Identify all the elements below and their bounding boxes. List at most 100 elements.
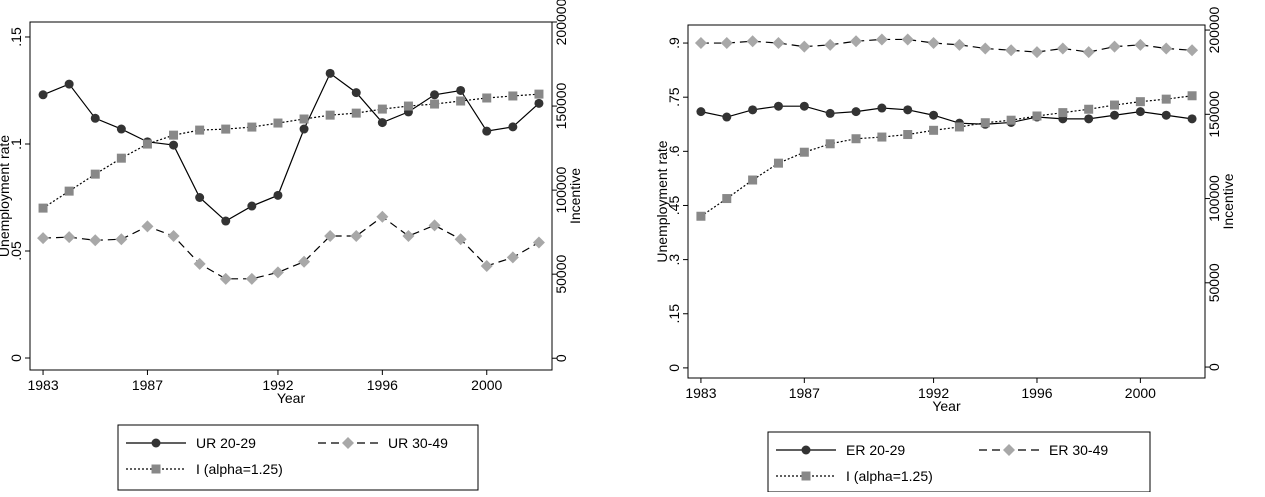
y-tick-label: .45 [666, 196, 682, 216]
marker [1135, 107, 1145, 117]
y-tick-label: 0 [666, 364, 682, 372]
legend-label: I (alpha=1.25) [846, 468, 933, 484]
series-line [42, 93, 539, 209]
marker [454, 233, 467, 246]
marker [748, 105, 758, 115]
marker [1186, 44, 1199, 57]
marker [430, 99, 440, 109]
marker [722, 112, 732, 122]
marker [875, 33, 888, 46]
marker [271, 266, 284, 279]
marker [377, 104, 387, 114]
marker [506, 251, 519, 264]
marker [980, 118, 990, 128]
marker [901, 33, 914, 46]
y-tick-label: .15 [8, 27, 24, 47]
y2-tick-label: 150000 [553, 82, 569, 129]
y2-tick-label: 50000 [1206, 263, 1222, 302]
marker [927, 37, 940, 50]
marker [746, 35, 759, 48]
marker [1006, 115, 1016, 125]
x-axis-title: Year [277, 390, 306, 406]
marker [221, 216, 231, 226]
marker [824, 38, 837, 51]
marker [456, 85, 466, 95]
marker [247, 201, 257, 211]
marker [979, 42, 992, 55]
y-axis-title: Unemployment rate [0, 135, 12, 257]
marker [773, 158, 783, 168]
marker [748, 175, 758, 185]
marker [169, 140, 179, 150]
marker [141, 220, 154, 233]
marker [532, 236, 545, 249]
marker [193, 257, 206, 270]
y-tick-label: .6 [666, 145, 682, 157]
y2-tick-label: 50000 [553, 254, 569, 293]
marker [929, 125, 939, 135]
marker [929, 110, 939, 120]
y-tick-label: .75 [666, 87, 682, 107]
y2-tick-label: 0 [1206, 363, 1222, 371]
legend-label: UR 20-29 [196, 435, 256, 451]
y-tick-label: .15 [666, 304, 682, 324]
marker [167, 230, 180, 243]
marker [376, 210, 389, 223]
marker [115, 233, 128, 246]
marker [273, 118, 283, 128]
marker [245, 272, 258, 285]
marker [720, 37, 733, 50]
marker [482, 126, 492, 136]
legend-label: ER 30-49 [1049, 442, 1108, 458]
marker [1082, 46, 1095, 59]
marker [325, 68, 335, 78]
y-axis-title: Unemployment rate [654, 140, 670, 262]
y-tick-label: .05 [8, 241, 24, 261]
marker [1134, 38, 1147, 51]
y2-tick-label: 100000 [553, 167, 569, 214]
marker [1187, 91, 1197, 101]
marker [722, 194, 732, 204]
marker [169, 130, 179, 140]
marker [1135, 97, 1145, 107]
legend-label: ER 20-29 [846, 442, 905, 458]
marker [38, 90, 48, 100]
marker [1187, 114, 1197, 124]
marker [1058, 108, 1068, 118]
marker [299, 114, 309, 124]
marker [142, 139, 152, 149]
marker [825, 139, 835, 149]
marker [247, 122, 257, 132]
marker [954, 122, 964, 132]
y2-axis-title: Incentive [1220, 173, 1236, 229]
marker [799, 147, 809, 157]
marker [324, 230, 337, 243]
marker [38, 203, 48, 213]
x-tick-label: 2000 [471, 377, 502, 393]
marker [430, 90, 440, 100]
marker [351, 88, 361, 98]
marker [953, 38, 966, 51]
marker [151, 464, 161, 474]
marker [89, 234, 102, 247]
marker [799, 101, 809, 111]
marker [1110, 100, 1120, 110]
marker [851, 134, 861, 144]
marker [1056, 42, 1069, 55]
x-tick-label: 1987 [789, 385, 820, 401]
x-tick-label: 1992 [918, 385, 949, 401]
series-line [42, 72, 540, 222]
y2-axis-title: Incentive [567, 168, 583, 224]
marker [1003, 444, 1015, 456]
marker [90, 169, 100, 179]
marker [350, 230, 363, 243]
marker [508, 122, 518, 132]
marker [351, 108, 361, 118]
y-tick-label: .1 [8, 138, 24, 150]
marker [64, 186, 74, 196]
marker [403, 101, 413, 111]
marker [825, 108, 835, 118]
y-tick-label: 0 [8, 354, 24, 362]
y2-tick-label: 100000 [1206, 175, 1222, 222]
